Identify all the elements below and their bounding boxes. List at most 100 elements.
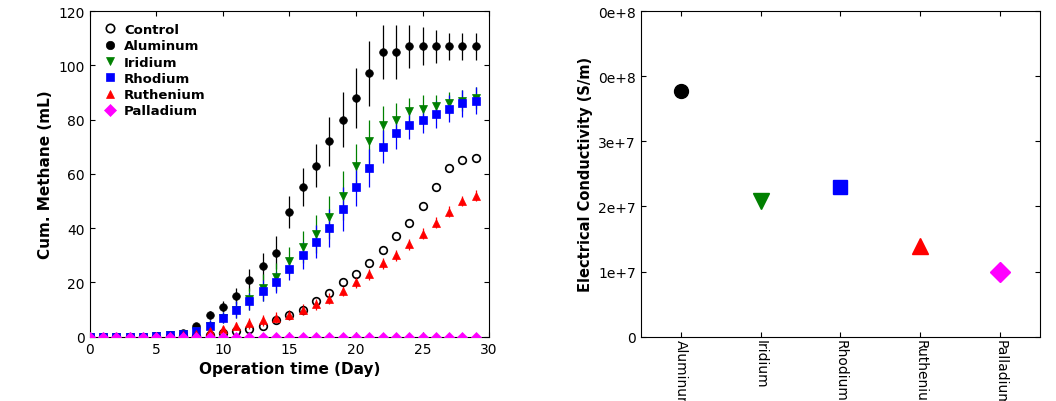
Iridium — [350, 164, 362, 169]
Palladium — [124, 334, 136, 339]
Palladium — [442, 334, 455, 339]
Ruthenium — [136, 334, 149, 339]
Rhodium — [336, 207, 348, 212]
Control — [390, 234, 402, 239]
Control — [150, 334, 163, 339]
Line: Iridium: Iridium — [86, 95, 479, 341]
Palladium — [110, 334, 122, 339]
Aluminum — [97, 334, 110, 339]
Aluminum — [390, 50, 402, 55]
Iridium — [376, 124, 389, 128]
Rhodium — [190, 329, 203, 334]
Aluminum — [83, 334, 96, 339]
Aluminum — [124, 334, 136, 339]
Control — [176, 334, 189, 339]
Iridium — [456, 99, 469, 104]
Ruthenium — [269, 316, 282, 320]
Iridium — [97, 334, 110, 339]
Ruthenium — [363, 272, 376, 277]
Rhodium — [164, 333, 176, 338]
Rhodium — [350, 186, 362, 190]
Control — [110, 334, 122, 339]
Palladium — [164, 334, 176, 339]
Aluminum — [430, 45, 442, 50]
Ruthenium — [309, 302, 322, 307]
Palladium — [230, 334, 243, 339]
Aluminum — [350, 96, 362, 101]
Palladium — [430, 334, 442, 339]
Palladium — [150, 334, 163, 339]
Aluminum — [136, 334, 149, 339]
Rhodium — [110, 334, 122, 339]
Control — [309, 299, 322, 304]
Aluminum — [442, 45, 455, 50]
Iridium — [442, 102, 455, 107]
Iridium — [216, 316, 229, 320]
Iridium — [390, 118, 402, 123]
Palladium — [176, 334, 189, 339]
Rhodium — [470, 99, 483, 104]
Iridium — [430, 104, 442, 109]
Control — [216, 331, 229, 336]
Rhodium — [376, 145, 389, 150]
Rhodium — [136, 334, 149, 339]
X-axis label: Operation time (Day): Operation time (Day) — [199, 361, 380, 376]
Palladium — [83, 334, 96, 339]
Aluminum — [323, 140, 336, 144]
Palladium — [323, 334, 336, 339]
Ruthenium — [297, 307, 309, 312]
Ruthenium — [430, 221, 442, 225]
Iridium — [403, 110, 416, 115]
Iridium — [336, 194, 348, 198]
Ruthenium — [376, 261, 389, 266]
Palladium — [363, 334, 376, 339]
Aluminum — [150, 334, 163, 339]
Iridium — [257, 286, 269, 290]
Rhodium — [430, 113, 442, 117]
Iridium — [309, 231, 322, 236]
Ruthenium — [203, 329, 215, 334]
Aluminum — [230, 294, 243, 299]
Control — [416, 205, 429, 209]
Palladium — [283, 334, 296, 339]
Ruthenium — [336, 288, 348, 293]
Line: Rhodium: Rhodium — [86, 97, 479, 341]
Palladium — [216, 334, 229, 339]
Ruthenium — [257, 318, 269, 323]
Palladium — [376, 334, 389, 339]
Palladium — [269, 334, 282, 339]
Palladium — [309, 334, 322, 339]
Control — [376, 248, 389, 253]
Rhodium — [230, 307, 243, 312]
Ruthenium — [283, 313, 296, 318]
Ruthenium — [350, 280, 362, 285]
Iridium — [283, 259, 296, 263]
Iridium — [83, 334, 96, 339]
Palladium — [203, 334, 215, 339]
Control — [430, 186, 442, 190]
Ruthenium — [470, 194, 483, 198]
Palladium — [470, 334, 483, 339]
Ruthenium — [110, 334, 122, 339]
Aluminum — [309, 164, 322, 169]
Aluminum — [203, 313, 215, 318]
Rhodium — [309, 240, 322, 245]
Aluminum — [176, 330, 189, 335]
Ruthenium — [230, 324, 243, 328]
Aluminum — [376, 50, 389, 55]
Control — [136, 334, 149, 339]
Palladium — [416, 334, 429, 339]
Iridium — [470, 96, 483, 101]
Aluminum — [363, 72, 376, 77]
Rhodium — [269, 280, 282, 285]
Control — [297, 307, 309, 312]
Control — [283, 313, 296, 318]
Rhodium — [456, 102, 469, 107]
Iridium — [416, 107, 429, 112]
Rhodium — [150, 334, 163, 339]
Ruthenium — [97, 334, 110, 339]
Control — [456, 158, 469, 163]
Ruthenium — [403, 242, 416, 247]
Control — [257, 324, 269, 328]
Y-axis label: Cum. Methane (mL): Cum. Methane (mL) — [38, 90, 53, 259]
